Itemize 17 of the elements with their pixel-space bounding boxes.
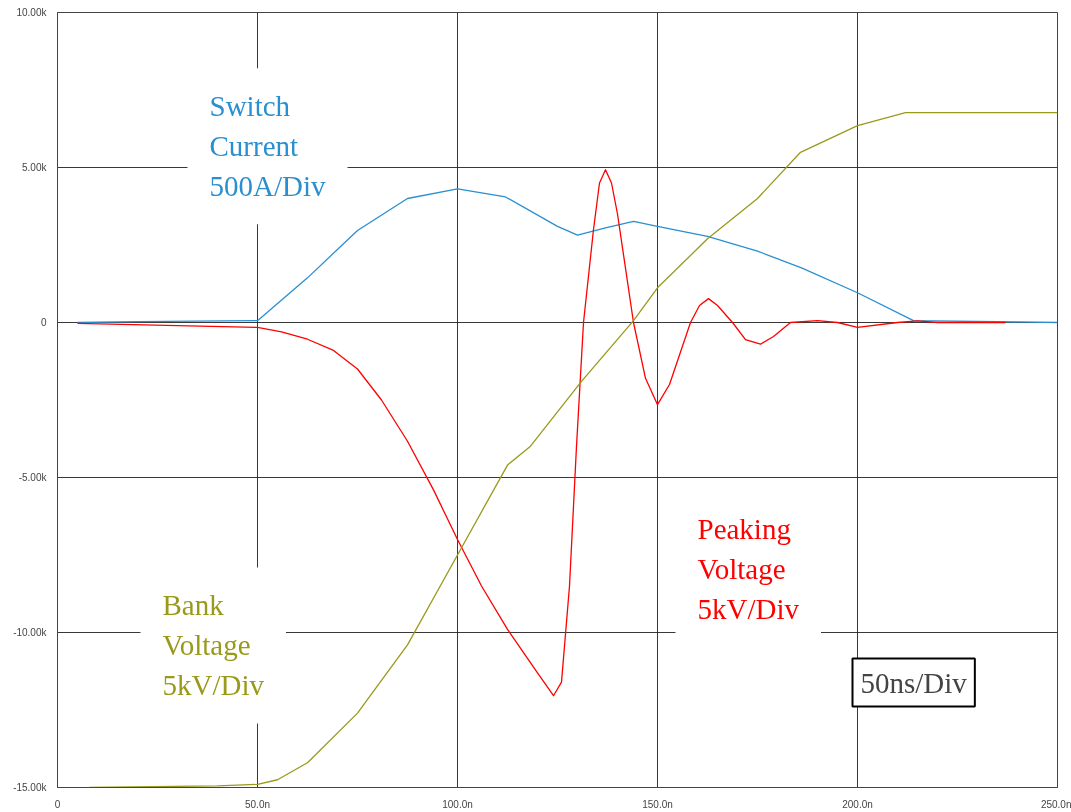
annotation: 50ns/Div	[860, 666, 968, 699]
y-tick-label: -5.00k	[18, 472, 48, 483]
y-tick-label: -15.00k	[13, 782, 48, 793]
text: Bank Voltage 5kV/Div	[162, 589, 265, 702]
y-tick-label: 5.00k	[22, 162, 48, 173]
x-tick-label: 100.0n	[442, 798, 473, 810]
y-tick-label: -10.00k	[13, 627, 48, 638]
y-tick-label: 10.00k	[16, 7, 48, 18]
x-tick-label: 250.0n	[1040, 798, 1071, 810]
x-tick-label: 0	[54, 798, 61, 810]
x-tick-label: 150.0n	[642, 798, 673, 810]
text: Peaking Voltage 5kV/Div	[697, 513, 800, 626]
series-label: Switch Current 500A/Div	[209, 90, 326, 203]
line-series	[76, 169, 1007, 697]
x-tick-label: 50.0n	[244, 798, 271, 810]
x-tick-label: 200.0n	[842, 798, 873, 810]
y-tick-label: 0	[40, 317, 47, 328]
